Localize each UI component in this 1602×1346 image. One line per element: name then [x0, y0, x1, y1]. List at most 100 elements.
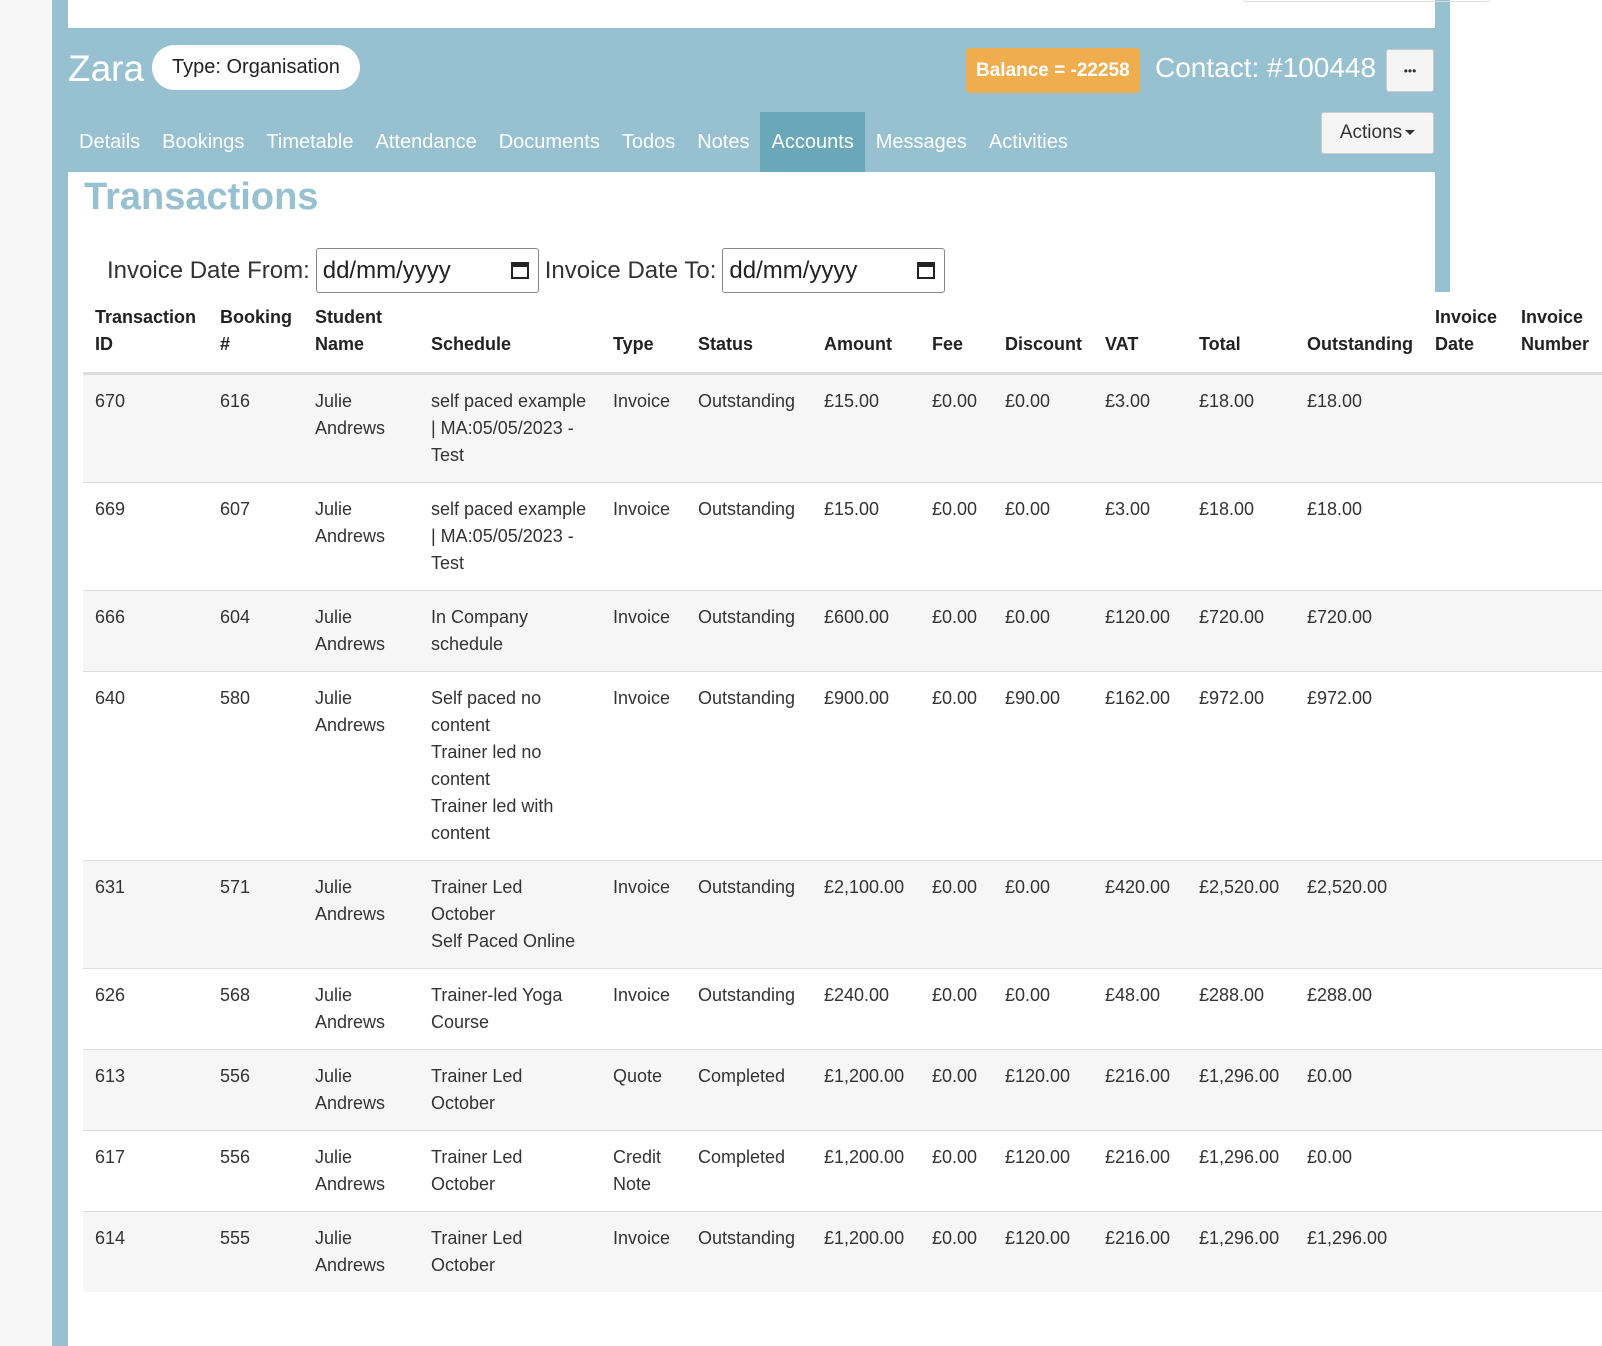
- table-cell: In Company schedule: [419, 590, 601, 672]
- table-cell: Julie Andrews: [303, 373, 419, 483]
- column-header[interactable]: Transaction ID: [83, 296, 208, 375]
- table-cell: £0.00: [1295, 1130, 1423, 1212]
- table-cell: £0.00: [993, 373, 1093, 483]
- filter-label: Invoice Date From:: [107, 256, 310, 284]
- empty-cell: [1423, 1211, 1509, 1292]
- table-cell: Trainer Led October: [419, 1211, 601, 1292]
- table-cell: £1,296.00: [1187, 1049, 1295, 1131]
- column-header[interactable]: Status: [686, 296, 812, 375]
- table-cell: Julie Andrews: [303, 671, 419, 861]
- column-header[interactable]: Outstanding: [1295, 296, 1423, 375]
- table-row: 617 556 Julie Andrews Trainer Led October Cr…: [83, 1130, 1602, 1212]
- date-input[interactable]: dd/mm/yyyy: [315, 248, 539, 293]
- tab[interactable]: Todos: [621, 131, 676, 153]
- table-cell: Julie Andrews: [303, 1130, 419, 1212]
- empty-cell: [1509, 1130, 1602, 1212]
- table-cell: 607: [208, 482, 303, 591]
- table-cell: Invoice: [601, 1211, 686, 1292]
- tab[interactable]: Timetable: [266, 131, 354, 153]
- more-button[interactable]: •••: [1386, 49, 1434, 92]
- table-cell: £600.00: [812, 590, 920, 672]
- top-area: [68, 0, 1490, 28]
- table-cell: £2,520.00: [1187, 860, 1295, 969]
- column-header[interactable]: VAT: [1093, 296, 1187, 375]
- table-cell: Outstanding: [686, 860, 812, 969]
- table-cell: £0.00: [920, 482, 993, 591]
- tab[interactable]: Details: [79, 131, 141, 153]
- table-cell: Trainer-led Yoga Course: [419, 968, 601, 1050]
- table-cell: £162.00: [1093, 671, 1187, 861]
- table-cell: Trainer Led October: [419, 1130, 601, 1212]
- empty-cell: [1509, 671, 1602, 861]
- table-cell: £240.00: [812, 968, 920, 1050]
- column-header[interactable]: Schedule: [419, 296, 601, 375]
- table-cell: 568: [208, 968, 303, 1050]
- table-cell: Invoice: [601, 860, 686, 969]
- table-cell: £720.00: [1295, 590, 1423, 672]
- table-cell: £1,200.00: [812, 1211, 920, 1292]
- tab[interactable]: Bookings: [162, 131, 245, 153]
- table-cell: Invoice: [601, 373, 686, 483]
- table-cell: Completed: [686, 1049, 812, 1131]
- table-cell: £3.00: [1093, 373, 1187, 483]
- column-header[interactable]: Student Name: [303, 296, 419, 375]
- tab[interactable]: Notes: [697, 131, 750, 153]
- empty-cell: [1423, 373, 1509, 483]
- filters: Invoice Date From: dd/mm/yyyy Invoice Da…: [107, 248, 951, 293]
- table-cell: Outstanding: [686, 373, 812, 483]
- table-cell: £420.00: [1093, 860, 1187, 969]
- section-title: Transactions: [84, 176, 319, 218]
- table-cell: £0.00: [920, 1049, 993, 1131]
- contact-name: Zara: [68, 48, 145, 89]
- table-cell: £120.00: [993, 1130, 1093, 1212]
- table-cell: Credit Note: [601, 1130, 686, 1212]
- empty-cell: [1423, 590, 1509, 672]
- contact-id: Contact: #100448: [1155, 52, 1377, 83]
- table-row: 670 616 Julie Andrews self paced example | …: [83, 373, 1602, 483]
- table-cell: £15.00: [812, 373, 920, 483]
- table-cell: £972.00: [1187, 671, 1295, 861]
- table-cell: 556: [208, 1130, 303, 1212]
- table-row: 626 568 Julie Andrews Trainer-led Yoga Cour…: [83, 968, 1602, 1050]
- header-row: Transaction ID Booking # Student Name Sched…: [83, 296, 1602, 375]
- table-cell: 669: [83, 482, 208, 591]
- table-cell: Trainer Led October: [419, 1049, 601, 1131]
- table-cell: £0.00: [920, 1211, 993, 1292]
- table-cell: Completed: [686, 1130, 812, 1212]
- table-cell: £900.00: [812, 671, 920, 861]
- table-cell: self paced example | MA:05/05/2023 - Tes…: [419, 482, 601, 591]
- table-cell: £18.00: [1187, 373, 1295, 483]
- table-cell: £0.00: [920, 1130, 993, 1212]
- tab[interactable]: Accounts: [760, 112, 865, 172]
- tab[interactable]: Documents: [498, 131, 600, 153]
- top-input[interactable]: [1243, 0, 1490, 2]
- column-header[interactable]: Invoice Date: [1423, 296, 1509, 375]
- actions-button[interactable]: Actions: [1321, 112, 1434, 154]
- table-cell: Outstanding: [686, 590, 812, 672]
- empty-cell: [1509, 968, 1602, 1050]
- column-header[interactable]: Discount: [993, 296, 1093, 375]
- column-header[interactable]: Amount: [812, 296, 920, 375]
- column-header[interactable]: Booking #: [208, 296, 303, 375]
- table-cell: £90.00: [993, 671, 1093, 861]
- column-header[interactable]: Fee: [920, 296, 993, 375]
- table-row: 640 580 Julie Andrews Self paced no content…: [83, 671, 1602, 861]
- table-cell: £120.00: [993, 1049, 1093, 1131]
- calendar-icon[interactable]: [917, 262, 936, 279]
- empty-cell: [1509, 1049, 1602, 1131]
- tab[interactable]: Messages: [875, 131, 967, 153]
- tab[interactable]: Attendance: [375, 131, 477, 153]
- column-header[interactable]: Type: [601, 296, 686, 375]
- side-strip: [0, 0, 52, 1346]
- table-cell: Julie Andrews: [303, 1049, 419, 1131]
- empty-cell: [1423, 1130, 1509, 1212]
- column-header[interactable]: Total: [1187, 296, 1295, 375]
- table-cell: £3.00: [1093, 482, 1187, 591]
- column-header[interactable]: Invoice Number: [1509, 296, 1602, 375]
- tab[interactable]: Activities: [988, 131, 1068, 153]
- table-cell: £0.00: [993, 482, 1093, 591]
- balance-badge: Balance = -22258: [966, 48, 1140, 93]
- date-input[interactable]: dd/mm/yyyy: [722, 248, 946, 293]
- calendar-icon[interactable]: [510, 262, 529, 279]
- frame-border: [52, 0, 68, 1346]
